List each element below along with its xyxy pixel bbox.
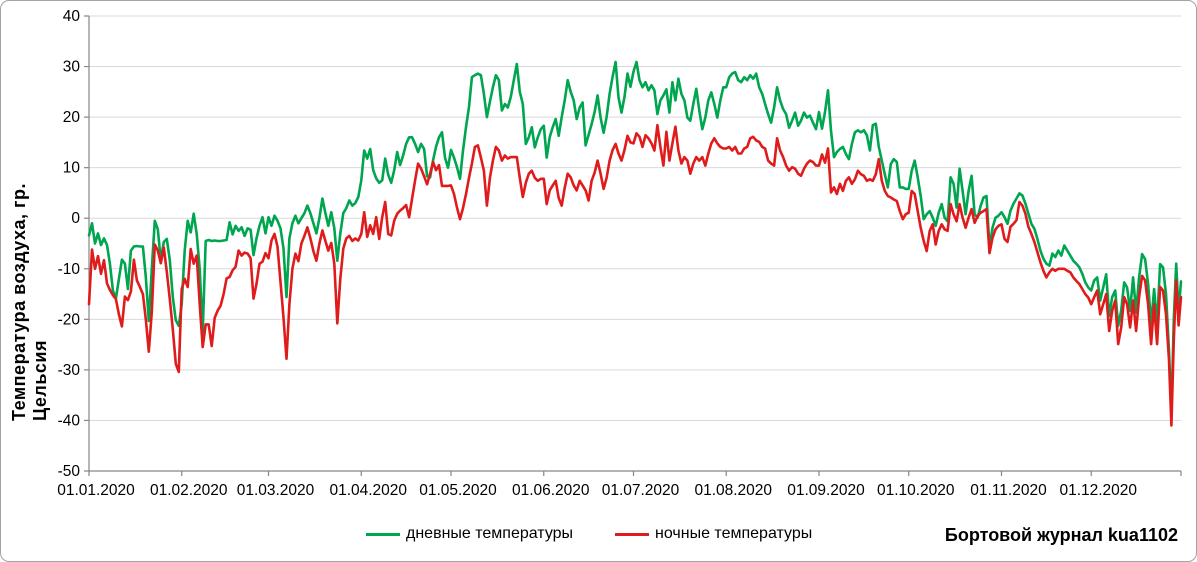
- x-tick-label-01.01.2020: 01.01.2020: [57, 482, 135, 499]
- y-tick-label-20: 20: [63, 109, 81, 126]
- day-temperature-line: [87, 60, 1183, 415]
- y-tick-label--50: -50: [58, 463, 81, 480]
- legend-label-night: ночные температуры: [655, 525, 813, 542]
- y-tick-label-0: 0: [71, 210, 80, 227]
- watermark-text: Бортовой журнал kua1102: [944, 525, 1178, 545]
- y-tick-label--40: -40: [58, 412, 81, 429]
- y-axis-title: Температура воздуха, гр. Цельсия: [9, 182, 50, 421]
- x-tick-label-01.02.2020: 01.02.2020: [150, 482, 228, 499]
- y-tick-label-30: 30: [63, 59, 81, 76]
- x-tick-label-01.08.2020: 01.08.2020: [694, 482, 772, 499]
- y-tick-label--20: -20: [58, 311, 81, 328]
- legend-item-day: дневные температуры: [366, 525, 573, 543]
- chart-legend: дневные температуры ночные температуры: [366, 525, 812, 543]
- day-series-line-icon: [366, 532, 400, 536]
- x-tick-label-01.04.2020: 01.04.2020: [329, 482, 407, 499]
- x-tick-label-01.07.2020: 01.07.2020: [602, 482, 680, 499]
- x-tick-label-01.06.2020: 01.06.2020: [512, 482, 590, 499]
- night-series-line-icon: [615, 532, 650, 536]
- x-tick-label-01.09.2020: 01.09.2020: [787, 482, 865, 499]
- x-tick-label-01.03.2020: 01.03.2020: [237, 482, 315, 499]
- y-tick-label--30: -30: [58, 362, 81, 379]
- y-tick-label-40: 40: [63, 8, 81, 25]
- x-tick-label-01.10.2020: 01.10.2020: [877, 482, 955, 499]
- legend-item-night: ночные температуры: [615, 525, 812, 543]
- legend-label-day: дневные температуры: [406, 525, 574, 542]
- night-temperature-line: [87, 123, 1183, 427]
- x-tick-label-01.12.2020: 01.12.2020: [1059, 482, 1137, 499]
- x-tick-label-01.11.2020: 01.11.2020: [970, 482, 1047, 499]
- x-tick-label-01.05.2020: 01.05.2020: [419, 482, 497, 499]
- y-tick-label--10: -10: [58, 261, 81, 278]
- y-tick-label-10: 10: [63, 160, 81, 177]
